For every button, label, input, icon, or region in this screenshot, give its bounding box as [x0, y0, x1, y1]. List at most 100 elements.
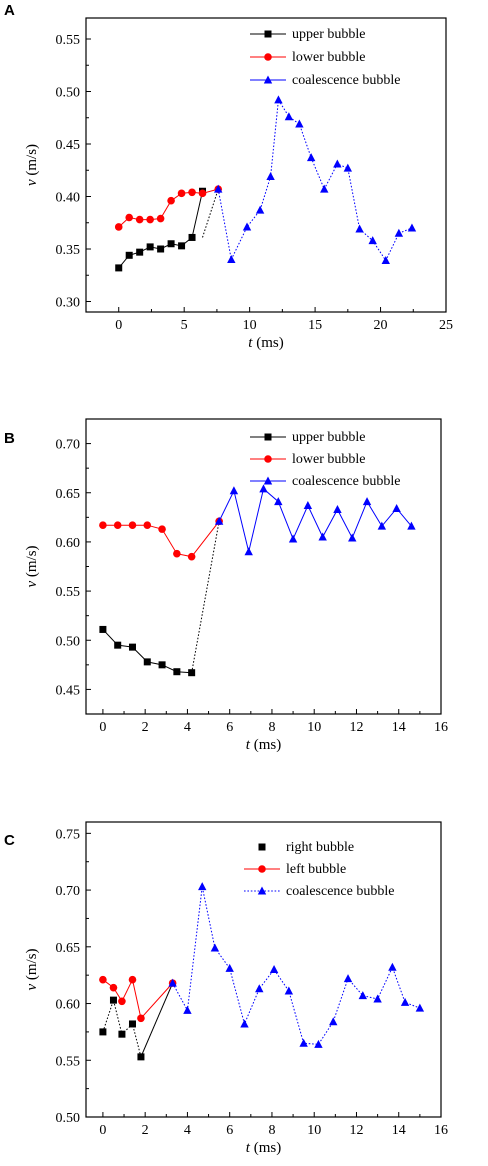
- data-point: [177, 189, 186, 198]
- legend-marker: [258, 843, 266, 851]
- y-tick-label: 0.70: [56, 438, 81, 453]
- data-point: [415, 1003, 425, 1012]
- data-point: [198, 882, 207, 891]
- legend-entry: left bubble: [244, 862, 346, 877]
- connector-line: [140, 982, 174, 1058]
- x-tick-label: 4: [184, 1123, 191, 1138]
- panel-c: C 0 2 4 6 8 10 12 14 16 0.50 0.55 0.60 0.65 0.70 0.75 t …: [4, 821, 448, 1156]
- data-point: [214, 184, 223, 193]
- data-point: [229, 486, 239, 495]
- data-point: [377, 521, 387, 530]
- data-point: [320, 184, 329, 193]
- data-point: [314, 1039, 323, 1048]
- x-tick-label: 14: [392, 720, 406, 735]
- panel-b: B 0 2 4 6 8 10 12 14 16 0.45 0.50 0.55 0.60 0.65 0.70 t …: [4, 418, 448, 753]
- x-tick-label: 20: [374, 318, 388, 333]
- data-point: [146, 215, 154, 224]
- series-line: [217, 98, 413, 262]
- y-tick-label: 0.35: [56, 243, 81, 258]
- legend-entry: upper bubble: [250, 27, 365, 42]
- data-point: [187, 552, 196, 561]
- legend-entry: upper bubble: [250, 430, 365, 445]
- data-point: [115, 264, 123, 272]
- data-point: [318, 532, 327, 541]
- data-point: [333, 504, 342, 513]
- legend-marker: [264, 433, 272, 441]
- legend-entry: coalescence bubble: [244, 884, 394, 899]
- x-tick-label: 16: [434, 1123, 448, 1138]
- data-point: [274, 95, 283, 104]
- data-point: [227, 255, 236, 263]
- x-tick-label: 14: [392, 1123, 406, 1138]
- data-point: [99, 1028, 107, 1036]
- y-tick-label: 0.45: [56, 683, 81, 698]
- data-point: [299, 1038, 308, 1047]
- x-axis-unit: (ms): [250, 1140, 281, 1156]
- data-point: [109, 983, 118, 992]
- series-line: [218, 487, 412, 552]
- data-point: [125, 213, 133, 222]
- data-point: [158, 661, 166, 669]
- data-point: [137, 1053, 145, 1061]
- data-point: [128, 521, 137, 529]
- x-axis-variable: t: [246, 1140, 251, 1156]
- series-coalescence-bubble: [214, 95, 417, 265]
- legend-marker: [263, 476, 273, 485]
- data-point: [284, 112, 294, 121]
- x-axis-title: t (ms): [248, 335, 283, 351]
- y-tick-label: 0.55: [56, 33, 81, 48]
- x-tick-label: 2: [142, 720, 149, 735]
- legend-entry: right bubble: [258, 840, 354, 855]
- x-tick-label: 10: [307, 1123, 321, 1138]
- plot-frame: [85, 17, 447, 313]
- data-point: [128, 643, 136, 651]
- data-point: [137, 1014, 145, 1023]
- plot-frame: [85, 821, 442, 1118]
- legend-entry: lower bubble: [250, 50, 365, 65]
- panel-label: C: [4, 832, 15, 849]
- x-tick-label: 0: [99, 720, 106, 735]
- data-point: [362, 497, 372, 506]
- data-point: [99, 975, 107, 984]
- data-point: [358, 991, 368, 1000]
- legend-marker: [258, 865, 266, 873]
- y-tick-label: 0.45: [56, 138, 81, 153]
- data-point: [173, 668, 181, 676]
- y-tick-label: 0.30: [56, 296, 81, 311]
- series-line: [118, 188, 219, 228]
- series-line: [172, 886, 421, 1045]
- data-point: [157, 245, 165, 253]
- data-point: [168, 978, 177, 987]
- y-axis-unit: (m/s): [24, 948, 40, 983]
- x-axis-unit: (ms): [250, 737, 281, 753]
- x-tick-label: 8: [268, 720, 275, 735]
- data-point: [99, 521, 107, 529]
- x-tick-label: 6: [226, 720, 233, 735]
- data-point: [167, 196, 175, 205]
- data-point: [381, 256, 390, 265]
- x-tick-label: 10: [243, 318, 257, 333]
- data-point: [178, 242, 186, 250]
- data-point: [156, 214, 165, 223]
- data-point: [188, 669, 196, 677]
- data-point: [143, 521, 152, 529]
- legend-label: coalescence bubble: [292, 474, 400, 489]
- data-point: [392, 503, 401, 512]
- series-upper-bubble: [99, 625, 196, 677]
- legend-label: upper bubble: [292, 27, 365, 42]
- data-point: [388, 962, 397, 971]
- legend-label: right bubble: [286, 840, 354, 855]
- data-point: [210, 943, 220, 952]
- y-tick-label: 0.65: [56, 487, 81, 502]
- x-tick-label: 25: [439, 318, 453, 333]
- series-coalescence-bubble: [168, 882, 425, 1048]
- y-axis-title: v (m/s): [24, 545, 40, 587]
- data-point: [136, 248, 144, 256]
- data-point: [113, 521, 122, 529]
- data-point: [333, 159, 342, 168]
- y-axis-variable: v: [24, 581, 40, 588]
- series-upper-bubble: [115, 187, 207, 272]
- data-point: [143, 658, 151, 666]
- data-point: [188, 233, 196, 241]
